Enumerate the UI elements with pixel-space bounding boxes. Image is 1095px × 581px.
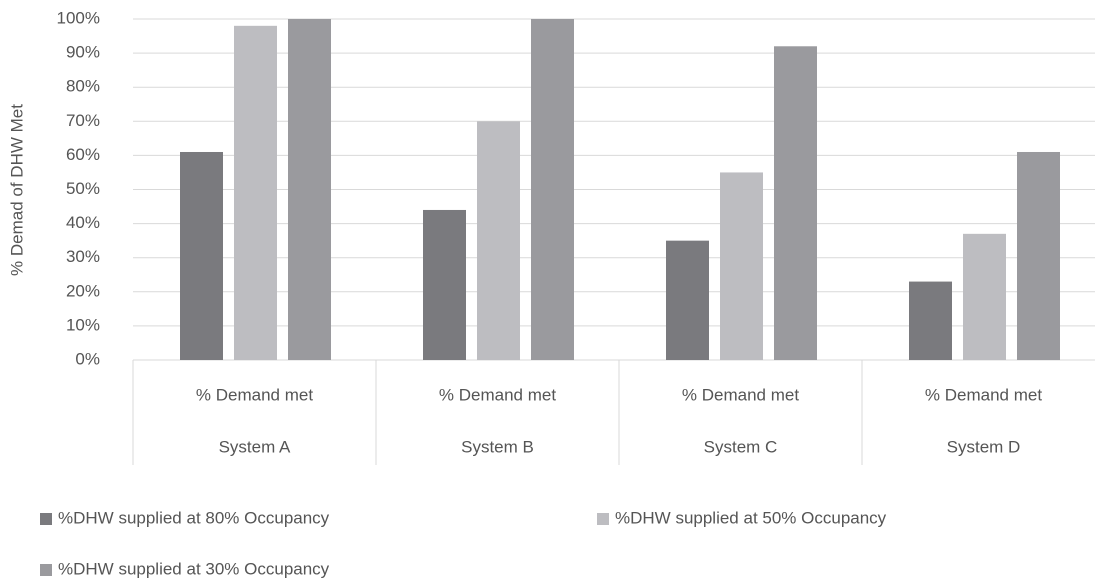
group-label: System C [704, 437, 778, 456]
bar [666, 240, 709, 360]
y-tick-label: 100% [57, 8, 100, 27]
y-tick-label: 0% [75, 349, 100, 368]
bar [909, 281, 952, 360]
bar [423, 209, 466, 360]
y-tick-label: 30% [66, 247, 100, 266]
bar [234, 25, 277, 360]
y-tick-label: 40% [66, 213, 100, 232]
bar [477, 121, 520, 360]
y-tick-label: 10% [66, 315, 100, 334]
bar [288, 19, 331, 360]
x-tick-label: % Demand met [682, 385, 799, 404]
y-tick-label: 80% [66, 77, 100, 96]
legend-label: %DHW supplied at 50% Occupancy [615, 508, 887, 527]
bar [180, 151, 223, 360]
bar [1017, 151, 1060, 360]
y-tick-label: 90% [66, 43, 100, 62]
group-label: System A [219, 437, 291, 456]
x-tick-label: % Demand met [196, 385, 313, 404]
legend-swatch [40, 513, 52, 525]
y-tick-label: 20% [66, 281, 100, 300]
bar [720, 172, 763, 360]
group-label: System B [461, 437, 534, 456]
bar [531, 19, 574, 360]
y-tick-label: 50% [66, 179, 100, 198]
legend-label: %DHW supplied at 30% Occupancy [58, 559, 330, 578]
y-tick-label: 60% [66, 145, 100, 164]
legend-swatch [40, 564, 52, 576]
bar [963, 233, 1006, 360]
y-tick-label: 70% [66, 111, 100, 130]
legend-swatch [597, 513, 609, 525]
y-axis-label: % Demad of DHW Met [7, 104, 26, 276]
bar [774, 46, 817, 360]
x-tick-label: % Demand met [925, 385, 1042, 404]
group-label: System D [947, 437, 1021, 456]
x-tick-label: % Demand met [439, 385, 556, 404]
legend-label: %DHW supplied at 80% Occupancy [58, 508, 330, 527]
